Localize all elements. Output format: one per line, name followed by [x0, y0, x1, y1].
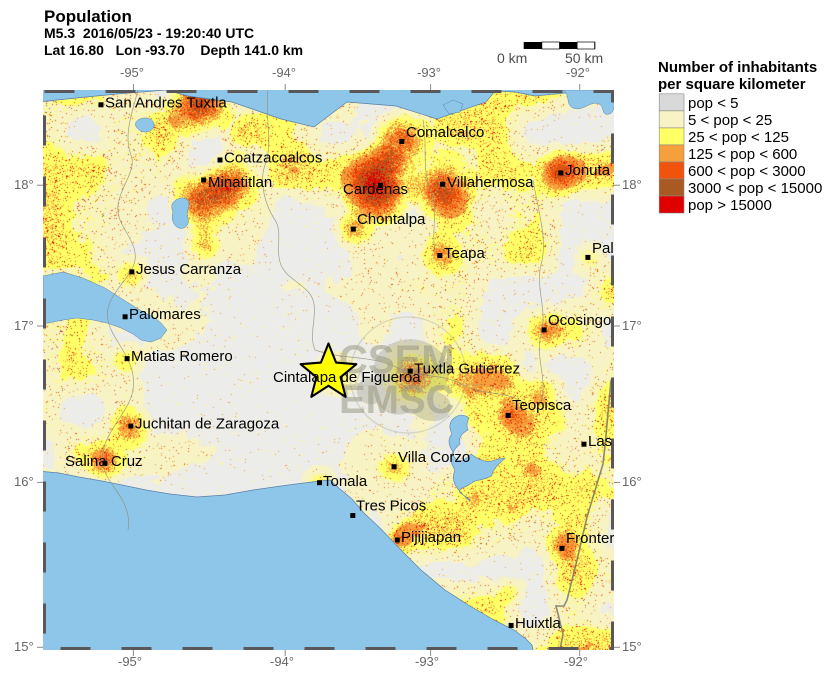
svg-text:Pale: Pale	[592, 240, 614, 257]
svg-text:Tres Picos: Tres Picos	[356, 498, 426, 515]
svg-text:Tonala: Tonala	[323, 473, 368, 490]
svg-text:Villa Corzo: Villa Corzo	[398, 449, 470, 466]
svg-text:San Andres Tuxtla: San Andres Tuxtla	[105, 95, 227, 112]
svg-text:Salina Cruz: Salina Cruz	[65, 453, 143, 470]
svg-text:Cintalapa de Figueroa: Cintalapa de Figueroa	[273, 369, 421, 386]
svg-text:Teopisca: Teopisca	[512, 397, 572, 414]
svg-text:Coatzacoalcos: Coatzacoalcos	[224, 150, 322, 167]
svg-text:Matias Romero: Matias Romero	[131, 348, 233, 365]
svg-text:Jonuta: Jonuta	[565, 162, 611, 179]
svg-text:Huixtla: Huixtla	[515, 615, 562, 632]
svg-text:Las M: Las M	[588, 433, 614, 450]
svg-text:Villahermosa: Villahermosa	[447, 174, 534, 191]
svg-text:Comalcalco: Comalcalco	[406, 124, 484, 141]
svg-text:Teapa: Teapa	[444, 245, 486, 262]
svg-text:Frontera: Frontera	[566, 530, 614, 547]
svg-text:Juchitan de Zaragoza: Juchitan de Zaragoza	[135, 416, 280, 433]
svg-text:Minatitlan: Minatitlan	[208, 174, 272, 191]
svg-text:Tuxtla Gutierrez: Tuxtla Gutierrez	[414, 361, 520, 378]
svg-text:Pijijiapan: Pijijiapan	[401, 529, 461, 546]
svg-text:Jesus Carranza: Jesus Carranza	[136, 261, 242, 278]
svg-text:Cardenas: Cardenas	[343, 181, 408, 198]
svg-text:Chontalpa: Chontalpa	[357, 211, 426, 228]
svg-text:Palomares: Palomares	[129, 306, 201, 323]
svg-text:Ocosingo: Ocosingo	[548, 312, 611, 329]
